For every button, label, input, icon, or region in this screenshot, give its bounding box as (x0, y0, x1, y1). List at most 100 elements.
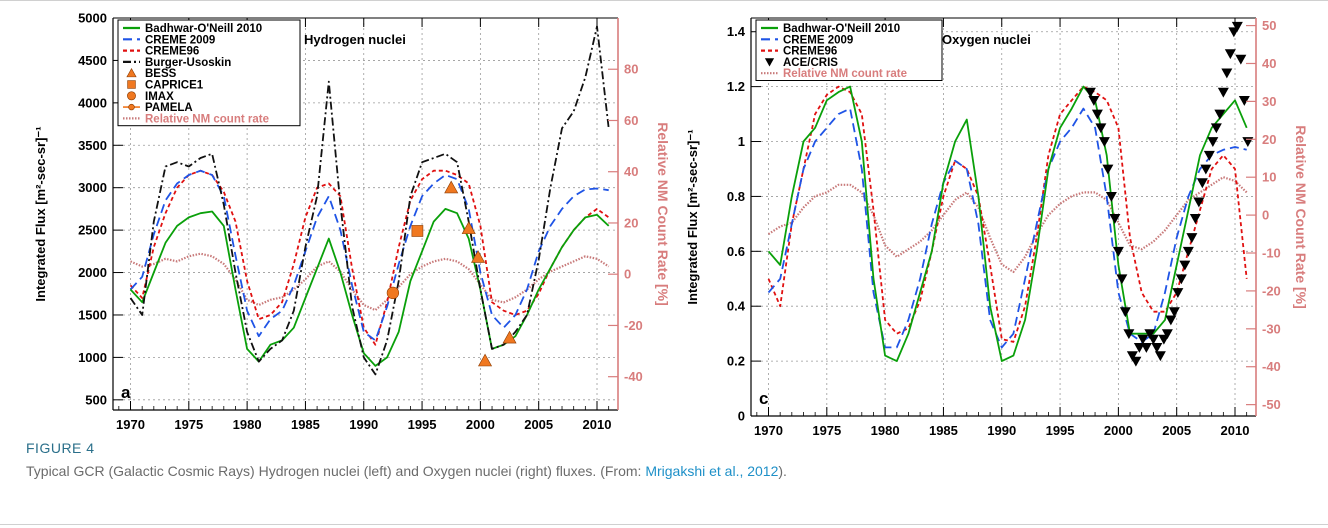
chart-panel-oxygen: 1970 1975 1980 1985 1990 1995 2000 2005 201000.2… (685, 17, 1309, 438)
data-point-ace (1200, 164, 1212, 175)
x-tick-label: 2010 (583, 417, 612, 432)
data-point-ace (1224, 49, 1236, 60)
data-point-bess (478, 353, 493, 367)
x-tick-label: 1980 (233, 417, 262, 432)
y-tick-label: 1000 (78, 350, 107, 365)
y2-tick-label: 60 (624, 113, 638, 128)
data-point-ace (1196, 178, 1208, 189)
data-point-ace (1133, 342, 1145, 353)
series-line-bon (767, 85, 1248, 362)
markers-caprice (411, 225, 424, 237)
x-tick-label: 1990 (987, 423, 1016, 438)
legend-marker-bess (126, 67, 137, 78)
data-point-ace (1147, 334, 1159, 345)
data-point-ace (1217, 87, 1229, 98)
x-tick-label: 1980 (871, 423, 900, 438)
chart-panel-hydrogen: 1970 1975 1980 1985 1990 1995 2000 2005 2010 500 1… (33, 11, 671, 433)
figure-caption-text: Typical GCR (Galactic Cosmic Rays) Hydro… (26, 462, 1306, 481)
y-tick-label: 0.2 (727, 354, 745, 369)
series-line-nm (767, 176, 1248, 274)
data-point-ace (1098, 137, 1110, 148)
data-point-ace (1214, 109, 1226, 120)
y2-tick-label: -40 (624, 369, 643, 384)
plot-area (751, 18, 1256, 416)
y-tick-label: 500 (85, 392, 107, 407)
data-point-imax (386, 286, 400, 300)
legend-marker-pamela (128, 103, 135, 111)
y2-tick-label: -30 (1262, 321, 1281, 336)
data-point-ace (1130, 356, 1142, 367)
x-tick-label: 1970 (754, 423, 783, 438)
legend-label-pamela: PAMELA (145, 102, 193, 114)
legend-box (755, 19, 943, 81)
y2-tick-label: 10 (1262, 170, 1276, 185)
data-point-ace (1161, 329, 1173, 340)
series-group (767, 21, 1254, 367)
data-point-ace (1091, 109, 1103, 120)
y2-tick-label: 20 (624, 215, 638, 230)
data-point-ace (1119, 307, 1131, 318)
data-point-ace (1102, 164, 1114, 175)
y2-tick-label: 40 (624, 164, 638, 179)
data-point-ace (1116, 274, 1128, 285)
legend-label-caprice: CAPRICE1 (145, 80, 204, 92)
panel-annotation: Oxygen nuclei (942, 32, 1031, 47)
y-tick-label: 1.2 (727, 79, 745, 94)
series-line-creme2009 (129, 169, 609, 342)
markers-ace (1084, 21, 1254, 367)
series-line-bon (129, 208, 610, 367)
data-point-ace (1221, 68, 1233, 79)
legend-label-nm: Relative NM count rate (783, 68, 907, 80)
data-point-ace (1105, 192, 1117, 202)
data-point-ace (1084, 87, 1096, 98)
legend-label-creme96: CREME96 (783, 46, 837, 58)
y2-tick-label: -10 (1262, 246, 1281, 261)
legend-label-ace: ACE/CRIS (783, 57, 838, 69)
data-point-ace (1182, 246, 1194, 257)
data-point-pamela (471, 250, 486, 263)
x-tick-label: 2005 (524, 417, 553, 432)
legend-label-nm: Relative NM count rate (145, 113, 269, 125)
data-point-ace (1095, 123, 1107, 134)
y-tick-label: 3000 (78, 180, 107, 195)
legend-label-bess: BESS (145, 68, 177, 80)
y2-tick-label: 80 (624, 62, 638, 77)
data-point-ace (1203, 150, 1215, 161)
legend-box (117, 19, 301, 127)
panel-letter: a (121, 383, 131, 402)
y2-axis-label: Relative NM Count Rate [%] (1293, 125, 1309, 309)
y-axis-label: Integrated Flux [m²-sec-sr]⁻¹ (33, 126, 48, 301)
data-point-ace (1189, 213, 1201, 224)
data-point-ace (1172, 288, 1184, 298)
series-line-burger (129, 25, 610, 376)
legend-marker-imax (127, 91, 136, 101)
x-tick-label: 1995 (408, 417, 437, 432)
data-point-caprice (411, 225, 424, 237)
data-point-ace (1165, 315, 1177, 326)
y-tick-label: 0.6 (727, 244, 745, 259)
grid (113, 17, 618, 410)
x-tick-label: 2010 (1221, 423, 1250, 438)
y2-tick-label: 30 (1262, 94, 1276, 109)
data-point-ace (1088, 95, 1100, 106)
y-tick-label: 2500 (78, 223, 107, 238)
data-point-ace (1179, 260, 1191, 271)
data-point-bess (461, 221, 476, 234)
data-point-bess (502, 330, 517, 344)
data-point-ace (1140, 342, 1152, 353)
data-point-ace (1144, 329, 1156, 340)
y-tick-label: 4500 (78, 53, 107, 68)
data-point-ace (1154, 351, 1166, 362)
y2-tick-label: 50 (1262, 18, 1276, 33)
legend-label-bon: Badhwar-O'Neill 2010 (145, 23, 262, 35)
figure-label: FIGURE 4 (26, 440, 95, 456)
x-tick-label: 1990 (349, 417, 378, 432)
markers-pamela (471, 250, 486, 263)
data-point-ace (1123, 329, 1135, 340)
caption-reference-link[interactable]: Mrigakshi et al., 2012 (645, 463, 779, 479)
y-tick-label: 3500 (78, 138, 107, 153)
x-tick-label: 1970 (116, 417, 145, 432)
y2-tick-label: -40 (1262, 359, 1281, 374)
data-point-ace (1238, 95, 1250, 106)
